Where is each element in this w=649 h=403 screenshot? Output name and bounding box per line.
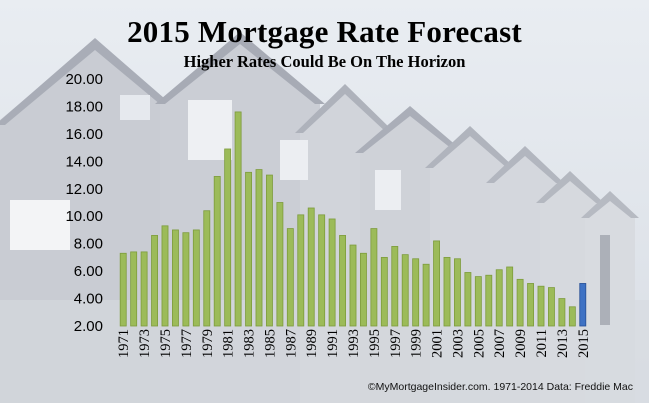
x-tick-label: 2007	[492, 329, 508, 358]
bar-1996	[380, 256, 388, 327]
bar-1982	[234, 111, 242, 327]
bar-2005	[474, 276, 482, 327]
bar-1988	[297, 214, 305, 327]
bar-1993	[349, 244, 357, 327]
x-tick-label: 1995	[367, 329, 383, 358]
bar-1983	[245, 171, 252, 327]
x-tick-label: 2005	[471, 329, 487, 358]
bar-1971	[119, 252, 127, 327]
bar-2003	[454, 258, 461, 327]
bar-1987	[286, 228, 294, 327]
bar-1978	[192, 229, 200, 327]
x-tick-label: 2009	[513, 329, 529, 358]
x-axis: 1971 1973 1975 1977 1979 1981 1983 1985 1987 1989…	[116, 329, 592, 358]
x-tick-label: 1979	[200, 329, 216, 358]
x-tick-label: 1997	[388, 329, 404, 358]
bar-1995	[370, 228, 378, 327]
bar-1990	[318, 214, 326, 327]
bar-1998	[401, 254, 409, 327]
x-tick-label: 1993	[346, 329, 362, 358]
y-tick-label: 18.00	[65, 98, 103, 115]
bar-2011	[537, 285, 545, 327]
bar-1994	[360, 252, 367, 327]
bar-1981	[224, 148, 232, 327]
x-tick-label: 1991	[325, 329, 341, 358]
bar-1984	[255, 169, 263, 327]
y-tick-label: 12.00	[65, 181, 103, 198]
x-tick-label: 1989	[304, 329, 320, 358]
bar-1980	[213, 176, 221, 327]
bar-forecast-2015	[579, 283, 587, 327]
bar-1997	[391, 246, 399, 327]
y-tick-label: 8.00	[74, 236, 103, 253]
source-credit: ©MyMortgageInsider.com. 1971-2014 Data: …	[367, 381, 633, 393]
chart-subtitle: Higher Rates Could Be On The Horizon	[183, 52, 466, 71]
x-tick-label: 1975	[158, 329, 174, 358]
bar-1977	[182, 232, 190, 327]
bar-2001	[433, 240, 440, 327]
bar-1976	[172, 229, 179, 327]
bar-1972	[130, 251, 138, 327]
y-axis: 2.00 4.00 6.00 8.00 10.00 12.00 14.00 16.00 18.0…	[65, 71, 103, 335]
x-tick-label: 2013	[555, 329, 571, 358]
bar-1985	[266, 174, 273, 327]
x-tick-label: 1985	[262, 329, 278, 358]
bar-1989	[307, 207, 315, 327]
x-tick-label: 1973	[137, 329, 153, 358]
x-tick-label: 1999	[409, 329, 425, 358]
bar-1991	[328, 218, 336, 327]
bar-1986	[276, 202, 284, 327]
bar-1973	[140, 251, 148, 327]
bar-2000	[422, 263, 430, 327]
y-tick-label: 20.00	[65, 71, 103, 88]
x-tick-label: 2015	[576, 329, 592, 358]
bar-2007	[495, 269, 503, 327]
y-tick-label: 10.00	[65, 208, 103, 225]
bar-1979	[203, 210, 211, 327]
bar-2013	[558, 298, 566, 327]
bar-1999	[412, 258, 420, 327]
bar-2008	[506, 266, 514, 327]
bar-2002	[443, 256, 451, 327]
x-tick-label: 1981	[221, 329, 237, 358]
y-tick-label: 16.00	[65, 126, 103, 143]
bar-1992	[339, 235, 346, 327]
y-tick-label: 4.00	[74, 291, 103, 308]
x-tick-label: 1983	[242, 329, 258, 358]
x-tick-label: 1977	[179, 329, 195, 358]
chart-title: 2015 Mortgage Rate Forecast	[127, 14, 522, 49]
bars	[119, 111, 587, 327]
bar-2006	[485, 274, 493, 327]
bar-2010	[527, 283, 534, 327]
y-tick-label: 2.00	[74, 318, 103, 335]
bar-2004	[464, 272, 472, 327]
x-tick-label: 2003	[450, 329, 466, 358]
bar-2014	[568, 306, 576, 327]
bar-2009	[516, 278, 524, 327]
bar-1975	[161, 225, 169, 327]
x-tick-label: 2011	[534, 329, 550, 357]
x-tick-label: 1987	[283, 329, 299, 358]
x-tick-label: 2001	[430, 329, 446, 358]
x-tick-label: 1971	[116, 329, 132, 358]
y-tick-label: 6.00	[74, 263, 103, 280]
y-tick-label: 14.00	[65, 153, 103, 170]
bar-2012	[548, 287, 555, 327]
bar-1974	[151, 235, 158, 327]
